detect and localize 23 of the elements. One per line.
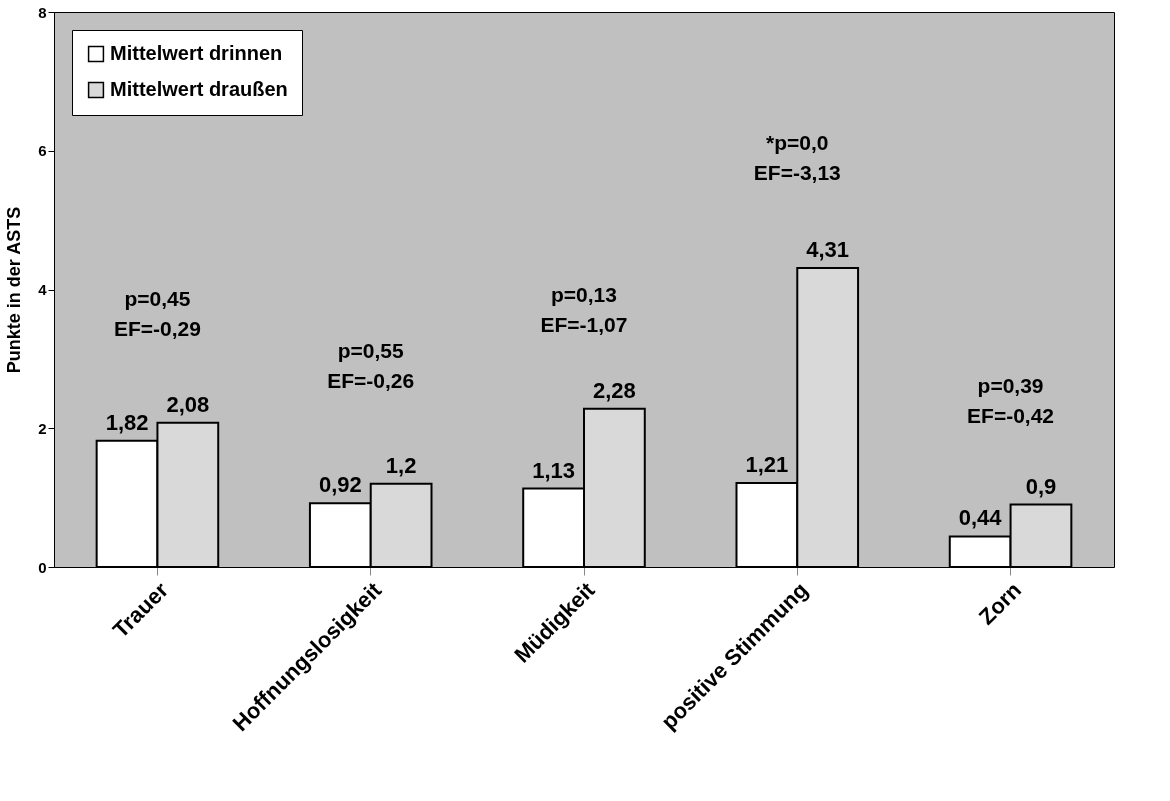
y-tick-label: 2 [38,419,47,437]
data-label: 0,44 [958,505,1003,531]
data-label: 1,21 [745,452,789,478]
data-label: 1,13 [532,457,576,483]
y-axis-title: Punkte in der ASTS [4,206,25,374]
annotation: p=0,13 EF=-1,07 [540,283,628,336]
annotation: *p=0,0 EF=-3,13 [753,131,841,184]
data-label: 0,9 [1025,473,1057,499]
data-label: 2,08 [166,391,210,417]
annotation: p=0,55 EF=-0,26 [327,339,415,392]
y-tick-label: 0 [38,558,47,576]
annotation: p=0,39 EF=-0,42 [967,374,1055,427]
data-label: 2,28 [592,377,636,403]
legend-label: Mittelwert drinnen [110,42,283,64]
y-tick-label: 6 [38,142,47,160]
y-tick-label: 8 [38,3,47,21]
data-label: 1,82 [105,409,149,435]
data-label: 4,31 [806,236,850,262]
data-label: 1,2 [385,452,417,478]
annotation: p=0,45 EF=-0,29 [113,287,201,340]
data-label: 0,92 [318,472,362,498]
y-tick-label: 4 [38,281,48,298]
legend-label: Mittelwert draußen [110,78,288,100]
